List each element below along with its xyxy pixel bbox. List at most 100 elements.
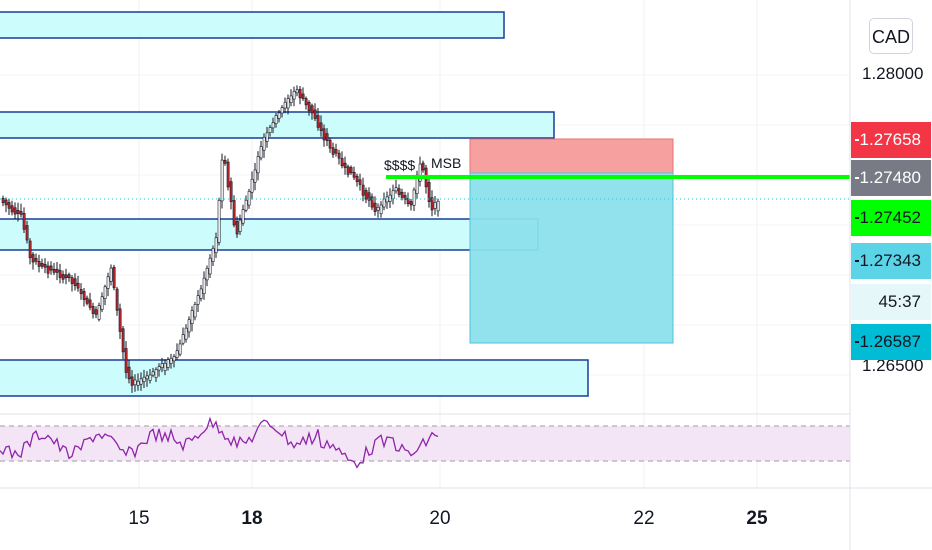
rsi-line <box>0 416 439 469</box>
candle <box>85 297 89 304</box>
candle <box>391 190 395 200</box>
candle <box>436 200 440 212</box>
candle <box>193 304 197 318</box>
candle <box>4 199 8 206</box>
candle <box>244 199 248 211</box>
candle <box>16 210 20 214</box>
candle <box>289 95 293 104</box>
zone-price-tag: 1.27343 <box>851 243 931 279</box>
candle <box>421 162 425 171</box>
candle <box>106 276 110 289</box>
candle <box>331 147 335 155</box>
candle <box>253 169 257 183</box>
candle <box>322 128 326 141</box>
candle <box>112 267 116 289</box>
candle <box>430 197 434 211</box>
stop-loss-area <box>469 138 674 174</box>
take-profit-area <box>469 172 674 344</box>
stop-loss-price-value: 1.27658 <box>859 130 921 149</box>
candle <box>13 207 17 215</box>
candle <box>388 194 392 202</box>
demand-supply-zone[interactable] <box>0 359 589 397</box>
candle <box>400 191 404 198</box>
candle <box>124 348 128 373</box>
candle <box>31 254 35 263</box>
candle <box>265 132 269 142</box>
candle <box>187 319 191 333</box>
last-price-value: 1.27452 <box>859 208 921 227</box>
candle <box>304 98 308 106</box>
candle <box>76 282 80 289</box>
price-lines <box>0 175 850 200</box>
candle <box>310 105 314 114</box>
price-axis-label: 1.28000 <box>862 64 924 83</box>
candle <box>43 263 47 268</box>
candle <box>10 205 14 213</box>
candle <box>25 225 29 241</box>
candle <box>394 187 398 192</box>
candle <box>49 265 53 271</box>
candle <box>88 299 92 308</box>
candle <box>340 158 344 167</box>
candle <box>379 204 383 214</box>
time-axis-label: 18 <box>241 508 263 529</box>
short-position-tool <box>469 138 674 344</box>
candle <box>223 159 227 164</box>
candle <box>61 274 65 280</box>
candle <box>349 167 353 174</box>
candle <box>250 178 254 193</box>
candle <box>358 179 362 185</box>
candle <box>52 268 56 273</box>
candle <box>163 362 167 371</box>
candle <box>412 189 416 206</box>
candle <box>181 334 185 344</box>
candle <box>40 263 44 267</box>
candle <box>166 359 170 368</box>
currency-button[interactable]: CAD <box>869 18 913 54</box>
candle <box>307 102 311 112</box>
candle <box>301 93 305 99</box>
candle <box>118 308 122 332</box>
rsi-indicator <box>0 416 850 469</box>
candle <box>211 247 215 262</box>
candle <box>184 327 188 340</box>
candle <box>286 98 290 109</box>
take-profit-price-value: 1.26587 <box>859 332 921 351</box>
candle <box>292 91 296 100</box>
candle <box>55 268 59 273</box>
candle <box>199 288 203 299</box>
candle <box>208 257 212 275</box>
demand-supply-zone[interactable] <box>0 11 505 39</box>
candle <box>109 267 113 282</box>
candle <box>238 219 242 232</box>
candle <box>175 350 179 358</box>
candle <box>73 278 77 287</box>
last-price-tag: 1.27452 <box>851 200 931 236</box>
msb-annotation[interactable]: MSB <box>431 155 462 171</box>
candle <box>316 115 320 128</box>
candle <box>403 195 407 200</box>
candle <box>91 306 95 314</box>
candle <box>337 152 341 159</box>
candle <box>139 378 143 385</box>
candle <box>169 357 173 364</box>
candle <box>277 112 281 119</box>
candle <box>79 289 83 294</box>
candle <box>178 343 182 355</box>
entry-price-value: 1.27480 <box>859 168 921 187</box>
candle <box>190 310 194 324</box>
candle <box>130 376 134 386</box>
time-axis-label: 25 <box>746 508 768 529</box>
liquidity-annotation[interactable]: $$$$ <box>384 157 416 173</box>
candle <box>352 172 356 178</box>
candle <box>19 211 23 215</box>
candle <box>256 156 260 174</box>
candle <box>280 107 284 114</box>
demand-supply-zone[interactable] <box>0 218 539 251</box>
time-axis-label: 15 <box>128 508 150 529</box>
candle <box>97 305 101 320</box>
candle <box>319 122 323 131</box>
candle <box>385 196 389 203</box>
